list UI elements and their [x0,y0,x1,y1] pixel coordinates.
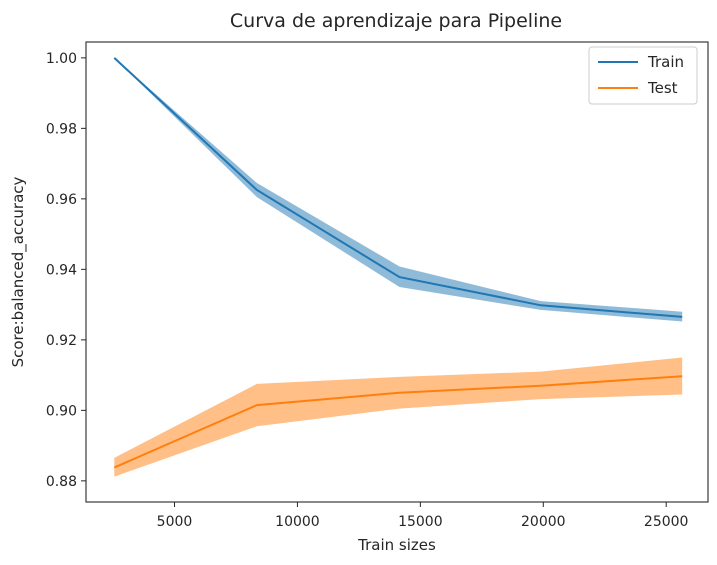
y-tick-label: 0.88 [46,474,77,490]
test-confidence-band [114,357,683,477]
x-axis-ticks: 5000 10000 15000 20000 25000 [157,502,689,530]
legend-label-test: Test [647,79,678,97]
x-tick-label: 15000 [398,514,443,530]
train-series-line [113,57,683,318]
train-confidence-band [114,57,683,322]
x-tick-label: 20000 [521,514,566,530]
y-tick-label: 1.00 [46,51,77,67]
legend-label-train: Train [647,53,684,71]
y-tick-label: 0.96 [46,192,77,208]
series-lines [113,57,683,469]
test-series-line [113,375,683,469]
x-axis-label: Train sizes [357,536,436,554]
confidence-bands [114,57,683,477]
y-axis-ticks: 0.88 0.90 0.92 0.94 0.96 0.98 1.00 [46,51,86,490]
y-axis-label: Score:balanced_accuracy [9,176,28,367]
x-tick-label: 25000 [644,514,689,530]
y-tick-label: 0.90 [46,403,77,419]
y-tick-label: 0.94 [46,262,77,278]
y-tick-label: 0.98 [46,121,77,137]
x-tick-label: 10000 [275,514,320,530]
legend: Train Test [588,46,698,105]
y-tick-label: 0.92 [46,333,77,349]
chart-title: Curva de aprendizaje para Pipeline [230,10,562,32]
plot-frame [85,41,709,503]
x-tick-label: 5000 [157,514,193,530]
